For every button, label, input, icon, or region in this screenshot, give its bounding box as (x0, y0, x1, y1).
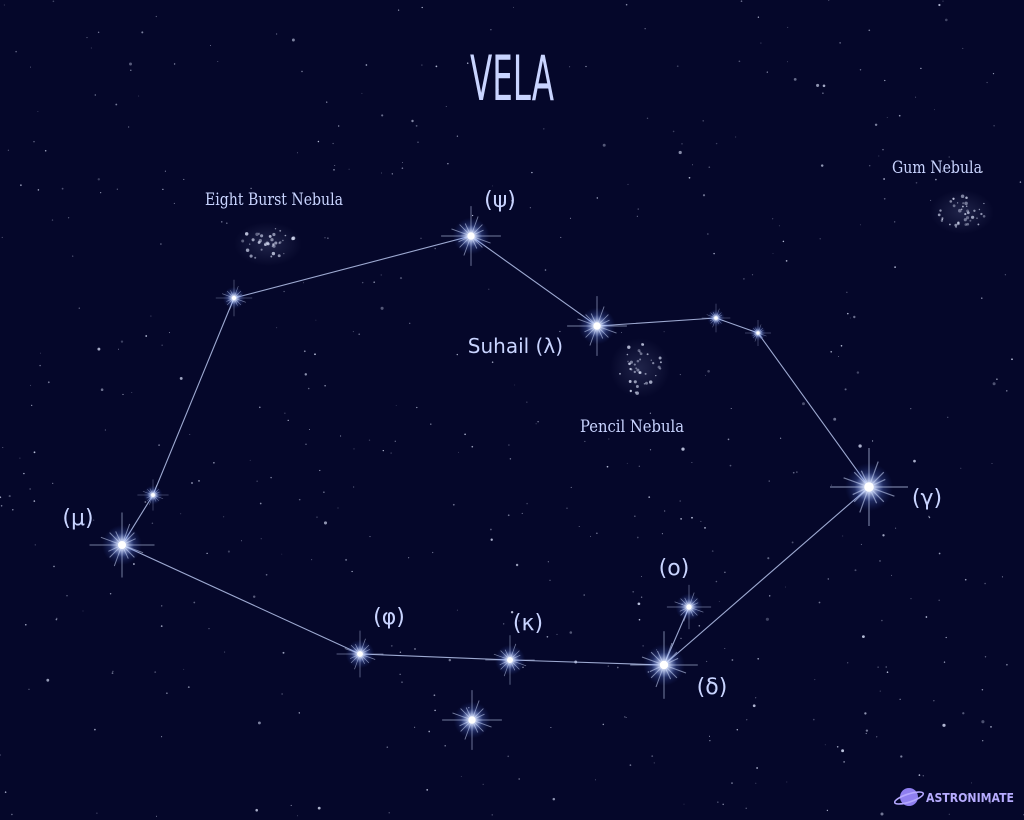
constellation-stars (89, 206, 908, 750)
label-eight-burst-nebula: Eight Burst Nebula (205, 190, 343, 210)
star-omicron (666, 584, 712, 630)
label-mu: (μ) (62, 506, 93, 531)
star-south-unnamed (442, 690, 502, 750)
star-delta (630, 631, 698, 699)
star-mu (89, 512, 155, 578)
label-delta: (δ) (697, 675, 728, 700)
label-suhail: Suhail (λ) (468, 334, 563, 358)
brand-logo: ASTRONIMATE (893, 788, 1014, 806)
star-psi (441, 206, 501, 266)
nebula-gum-cluster (930, 190, 994, 234)
label-pencil-nebula: Pencil Nebula (580, 417, 684, 437)
nebula-pencil-cluster (610, 338, 670, 398)
label-phi: (φ) (373, 605, 405, 630)
star-kappa (485, 635, 535, 685)
label-gamma: (γ) (912, 486, 942, 511)
star-east-1 (701, 303, 731, 333)
label-gum-nebula: Gum Nebula (892, 158, 982, 178)
label-omicron: (ο) (659, 556, 690, 581)
star-east-2 (745, 320, 771, 346)
brand-name: ASTRONIMATE (926, 791, 1014, 805)
page-title: VELA (470, 42, 554, 115)
label-kappa: (κ) (513, 611, 543, 636)
label-psi: (ψ) (484, 188, 516, 213)
star-west-small (137, 479, 169, 511)
nebula-eight-burst-cluster (234, 222, 302, 266)
planet-icon (893, 788, 925, 806)
star-gamma (830, 448, 908, 526)
star-suhail-lambda (567, 296, 627, 356)
star-eight-burst-vertex (215, 279, 253, 317)
star-phi (336, 630, 384, 678)
